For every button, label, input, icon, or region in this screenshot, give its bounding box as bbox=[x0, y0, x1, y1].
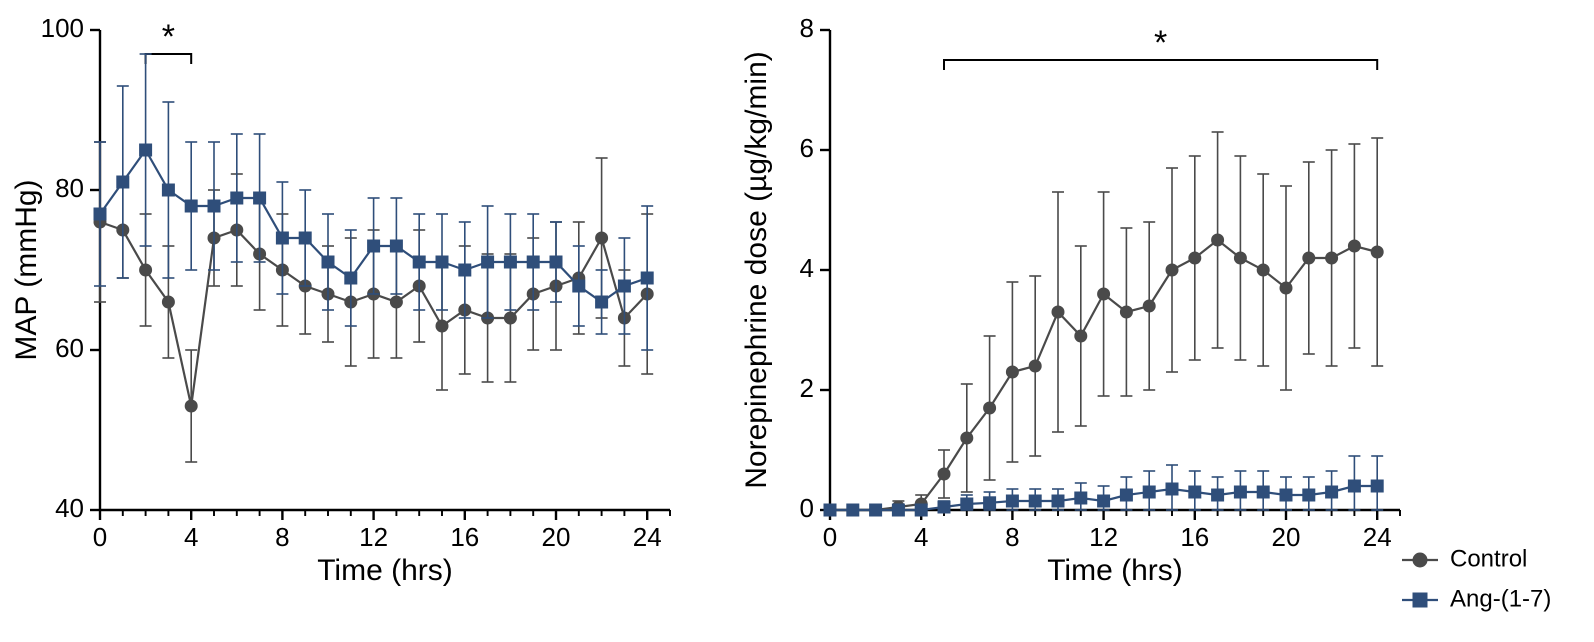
x-tick-label: 12 bbox=[1089, 522, 1118, 552]
x-tick-label: 20 bbox=[542, 522, 571, 552]
x-tick-label: 16 bbox=[450, 522, 479, 552]
y-tick-label: 60 bbox=[55, 333, 84, 363]
legend-label-control: Control bbox=[1450, 545, 1527, 572]
y-axis-label: Norepinephrine dose (µg/kg/min) bbox=[740, 51, 773, 489]
y-tick-label: 6 bbox=[800, 133, 814, 163]
y-tick-label: 0 bbox=[800, 493, 814, 523]
y-tick-label: 8 bbox=[800, 13, 814, 43]
x-tick-label: 16 bbox=[1180, 522, 1209, 552]
y-axis-label: MAP (mmHg) bbox=[10, 179, 43, 360]
y-tick-label: 40 bbox=[55, 493, 84, 523]
x-tick-label: 20 bbox=[1272, 522, 1301, 552]
legend-label-ang17: Ang-(1-7) bbox=[1450, 585, 1551, 612]
y-tick-label: 4 bbox=[800, 253, 814, 283]
series-control bbox=[94, 142, 653, 462]
x-tick-label: 24 bbox=[633, 522, 662, 552]
panel-right: 0246804812162024Norepinephrine dose (µg/… bbox=[740, 13, 1400, 587]
y-tick-label: 100 bbox=[41, 13, 84, 43]
x-tick-label: 0 bbox=[93, 522, 107, 552]
legend: Control Ang-(1-7) bbox=[1402, 545, 1551, 612]
figure: 40608010004812162024MAP (mmHg)Time (hrs)… bbox=[0, 0, 1594, 642]
series-ang17 bbox=[824, 456, 1383, 516]
y-tick-label: 2 bbox=[800, 373, 814, 403]
x-axis-label: Time (hrs) bbox=[317, 554, 453, 587]
significance-star: * bbox=[1154, 24, 1167, 62]
x-tick-label: 8 bbox=[1005, 522, 1019, 552]
x-tick-label: 12 bbox=[359, 522, 388, 552]
x-tick-label: 0 bbox=[823, 522, 837, 552]
x-axis-label: Time (hrs) bbox=[1047, 554, 1183, 587]
x-tick-label: 4 bbox=[184, 522, 198, 552]
series-control bbox=[824, 132, 1383, 516]
x-tick-label: 4 bbox=[914, 522, 928, 552]
panel-left: 40 60 80 100 0 4 8 12 16 20 24 MAP (mmHg) Time (hrs)… bbox=[10, 13, 670, 587]
x-tick-label: 24 bbox=[1363, 522, 1392, 552]
significance-star: * bbox=[162, 18, 175, 56]
y-tick-label: 80 bbox=[55, 173, 84, 203]
x-tick-label: 8 bbox=[275, 522, 289, 552]
